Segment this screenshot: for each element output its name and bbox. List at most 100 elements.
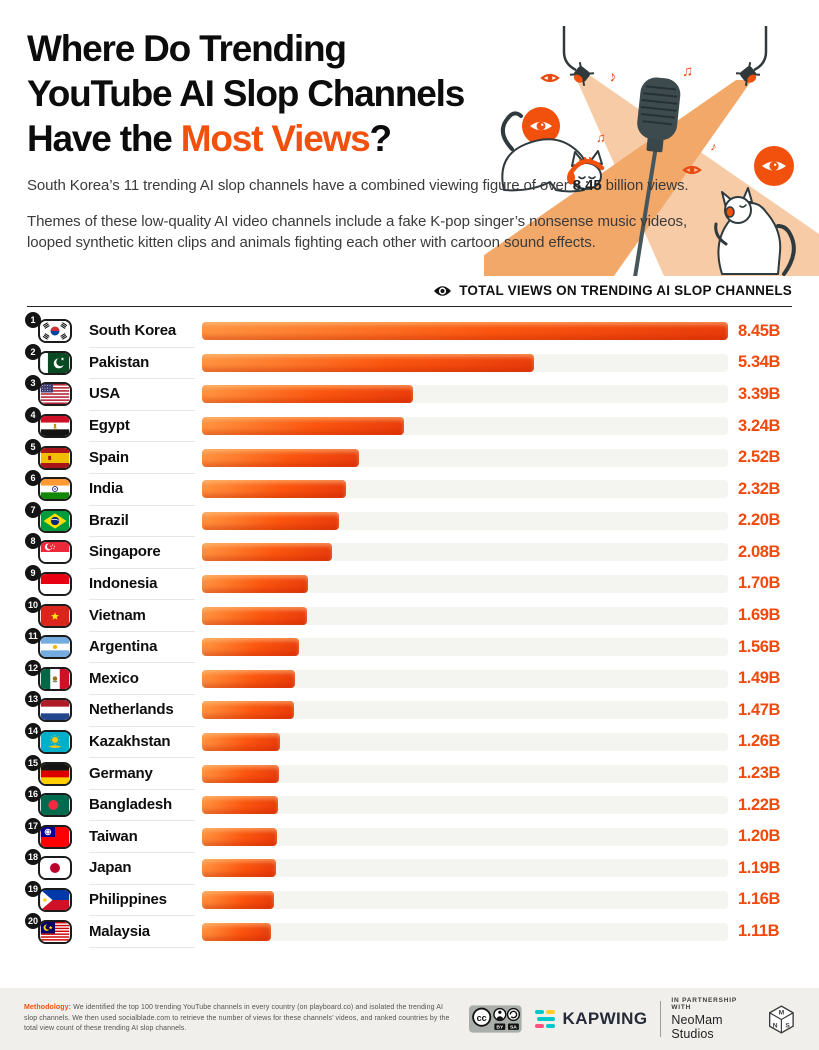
bar-track <box>202 764 728 783</box>
eye-outline-icon-1 <box>540 73 560 83</box>
bar-mx <box>202 669 295 688</box>
bar-ph <box>202 890 275 909</box>
rank-badge: 10 <box>25 596 41 613</box>
footer-logos: cc BY SA KAPWING IN <box>468 997 795 1041</box>
country-label: Singapore <box>89 536 195 569</box>
rank-badge: 2 <box>25 343 41 360</box>
rank-badge: 16 <box>25 786 41 803</box>
music-note-icon: ♫ <box>596 130 606 145</box>
chart-header-label: TOTAL VIEWS ON TRENDING AI SLOP CHANNELS <box>459 283 792 299</box>
rank-badge: 12 <box>25 659 41 676</box>
bar-track <box>202 922 728 941</box>
flag-icon-eg: 4 <box>25 407 72 439</box>
title-question-mark: ? <box>369 118 393 160</box>
nms-letter-m: M <box>779 1009 785 1016</box>
cc-by-sa-license-badge: cc BY SA <box>468 1005 522 1033</box>
methodology-text: Methodology: We identified the top 100 t… <box>24 1003 451 1035</box>
table-row: 10 Vietnam 1.69B <box>25 596 792 632</box>
kapwing-icon <box>534 1009 555 1028</box>
lamp-wire-right <box>753 26 768 72</box>
hero-illustration: ♪ ♫ ♫ ♪ <box>454 26 819 277</box>
bar-nl <box>202 701 294 720</box>
value-label: 1.47B <box>738 700 781 719</box>
country-label: Brazil <box>89 505 195 538</box>
flag-cell: 17 <box>25 817 89 849</box>
bar-track <box>202 796 728 815</box>
table-row: 9 Indonesia 1.70B <box>25 564 792 601</box>
value-label: 2.52B <box>738 448 781 467</box>
title-line-3: Have the <box>27 118 181 160</box>
bar-bd <box>202 796 278 815</box>
flag-icon-kr: 1 <box>25 312 72 344</box>
title-line-1: Where Do Trending <box>27 28 347 69</box>
bar-es <box>202 448 359 467</box>
country-label: Indonesia <box>89 568 195 601</box>
kapwing-wordmark: KAPWING <box>562 1009 648 1028</box>
table-row: 7 Brazil 2.20B <box>25 501 792 538</box>
table-row: 18 Japan 1.19B <box>25 849 792 885</box>
flag-cell: 2 <box>25 343 89 375</box>
bar-ar <box>202 638 300 657</box>
value-label: 1.22B <box>738 795 781 814</box>
value-label: 5.34B <box>738 353 781 372</box>
flag-cell: 4 <box>25 407 89 439</box>
value-label: 1.16B <box>738 890 781 909</box>
flag-icon-in: 6 <box>25 470 72 502</box>
intro-1-bold-figure: 8.45 <box>572 177 602 195</box>
bar-track <box>202 448 728 467</box>
flag-icon-kz: 14 <box>25 722 72 754</box>
bar-track <box>202 669 728 688</box>
bar-kz <box>202 732 281 751</box>
rank-badge: 5 <box>25 438 41 455</box>
rank-badge: 8 <box>25 533 41 550</box>
flag-cell: 14 <box>25 722 89 754</box>
eye-icon <box>434 286 452 296</box>
country-label: USA <box>89 378 195 411</box>
country-label: Malaysia <box>89 915 195 948</box>
spotlight-cats-illustration: ♪ ♫ ♫ ♪ <box>454 26 819 277</box>
table-row: 2 Pakistan 5.34B <box>25 343 792 380</box>
flag-cell: 15 <box>25 754 89 786</box>
flag-cell: 6 <box>25 470 89 502</box>
rank-badge: 19 <box>25 880 41 897</box>
flag-icon-tw: 17 <box>25 817 72 849</box>
bar-id <box>202 574 308 593</box>
flag-cell: 1 <box>25 312 89 344</box>
country-label: Taiwan <box>89 820 195 854</box>
neomam-cube-icon: M N S <box>769 1004 794 1034</box>
flag-cell: 5 <box>25 438 89 470</box>
value-label: 3.39B <box>738 384 781 403</box>
flag-cell: 16 <box>25 786 89 818</box>
bar-eg <box>202 417 404 436</box>
intro-paragraph-1: South Korea’s 11 trending AI slop channe… <box>27 176 717 197</box>
country-label: South Korea <box>89 315 195 348</box>
table-row: 17 Taiwan 1.20B <box>25 817 792 854</box>
bar-de <box>202 764 279 783</box>
flag-icon-ar: 11 <box>25 628 72 660</box>
flag-icon-de: 15 <box>25 754 72 786</box>
flag-icon-br: 7 <box>25 501 72 533</box>
value-label: 1.49B <box>738 669 781 688</box>
flag-icon-vn: 10 <box>25 596 72 628</box>
bar-track <box>202 827 728 846</box>
table-row: 16 Bangladesh 1.22B <box>25 786 792 822</box>
flag-cell: 12 <box>25 659 89 691</box>
eye-badge-icon-right <box>754 146 794 186</box>
spotlight-lamp-right <box>735 61 761 87</box>
chart-header: TOTAL VIEWS ON TRENDING AI SLOP CHANNELS <box>27 283 792 298</box>
kapwing-logo: KAPWING <box>534 1009 648 1029</box>
flag-icon-es: 5 <box>25 438 72 470</box>
table-row: 8 Singapore 2.08B <box>25 533 792 569</box>
country-label: Japan <box>89 852 195 885</box>
music-note-icon: ♪ <box>607 68 618 86</box>
spotlight-lamp-left <box>569 61 595 87</box>
bar-track <box>202 574 728 593</box>
flag-cell: 7 <box>25 501 89 533</box>
value-label: 2.32B <box>738 479 781 498</box>
microphone-icon <box>633 77 681 277</box>
bar-track <box>202 322 728 341</box>
bar-us <box>202 385 414 404</box>
bar-track <box>202 543 728 562</box>
flag-cell: 3 <box>25 375 89 407</box>
bar-track <box>202 511 728 530</box>
